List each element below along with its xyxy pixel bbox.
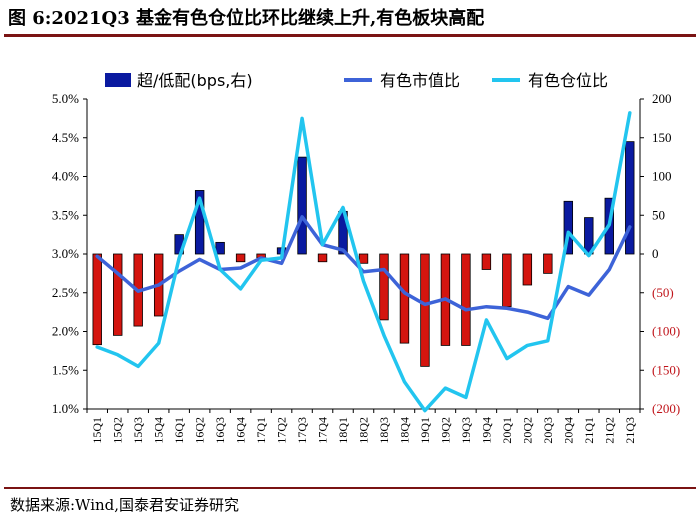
bar: [522, 253, 533, 286]
x-axis-tick-label: 17Q1: [254, 417, 268, 444]
x-axis-tick-label: 21Q3: [623, 417, 637, 444]
x-axis-tick-label: 18Q3: [377, 417, 391, 444]
position-ratio-line: [95, 111, 632, 413]
x-axis-tick-label: 15Q3: [131, 417, 145, 444]
bar: [317, 253, 328, 263]
legend: 超/低配(bps,右) 有色市值比 有色仓位比: [105, 71, 608, 90]
source-note: 数据来源:Wind,国泰君安证券研究: [10, 496, 240, 514]
bars: [92, 141, 635, 367]
right-axis-tick-label: (150): [652, 362, 680, 377]
x-axis-tick-label: 16Q2: [193, 417, 207, 444]
x-axis-tick-label: 17Q2: [275, 417, 289, 444]
left-axis-tick-label: 2.5%: [52, 285, 79, 300]
right-axis-tick-label: 150: [652, 130, 672, 145]
x-axis-tick-label: 18Q2: [357, 417, 371, 444]
right-axis-tick-label: (50): [652, 285, 674, 300]
bar: [563, 200, 574, 255]
x-axis-tick-label: 19Q1: [418, 417, 432, 444]
right-axis-tick-label: 100: [652, 169, 672, 184]
axes: 1.0% 1.5% 2.0% 2.5% 3.0% 3.5% 4.0% 4.5% 5.0% (200…: [52, 91, 680, 444]
chart-title: 图 6:2021Q3 基金有色仓位比环比继续上升,有色板块高配: [8, 8, 485, 29]
x-axis-tick-label: 20Q2: [520, 417, 534, 444]
bar: [235, 253, 246, 263]
x-axis-tick-label: 15Q1: [90, 417, 104, 444]
source-rule: [4, 487, 696, 489]
bar: [625, 141, 635, 255]
x-axis-tick-label: 17Q3: [295, 417, 309, 444]
left-axis-tick-label: 4.0%: [52, 169, 79, 184]
bar: [358, 253, 369, 264]
left-axis-tick-label: 4.5%: [52, 130, 79, 145]
bar: [92, 253, 102, 346]
left-axis-tick-label: 1.5%: [52, 362, 79, 377]
bar: [543, 253, 553, 274]
x-axis-tick-label: 18Q4: [397, 417, 411, 444]
x-axis-tick-label: 19Q2: [438, 417, 452, 444]
right-axis-tick-label: (100): [652, 324, 680, 339]
x-axis-tick-label: 19Q4: [479, 417, 493, 444]
left-axis-tick-label: 2.0%: [52, 324, 79, 339]
legend-position-label: 有色仓位比: [528, 71, 608, 90]
legend-bar-label: 超/低配(bps,右): [137, 71, 253, 90]
bar: [481, 253, 492, 270]
bar: [461, 253, 471, 346]
left-axis-tick-label: 3.5%: [52, 207, 79, 222]
bar: [215, 241, 225, 255]
x-axis-tick-label: 17Q4: [316, 417, 330, 444]
legend-bar-swatch: [105, 73, 131, 87]
bar: [194, 190, 205, 255]
x-axis-tick-label: 19Q3: [459, 417, 473, 444]
bar: [297, 156, 307, 255]
x-axis-tick-label: 21Q2: [602, 417, 616, 444]
right-axis-tick-label: 50: [652, 207, 665, 222]
bar: [420, 253, 430, 367]
x-axis-tick-label: 15Q4: [152, 417, 166, 444]
legend-market-label: 有色市值比: [380, 71, 460, 90]
lines: [95, 111, 632, 413]
bar: [379, 253, 389, 321]
x-axis-tick-label: 18Q1: [336, 417, 350, 444]
x-axis-tick-label: 16Q3: [213, 417, 227, 444]
x-axis-tick-label: 16Q1: [172, 417, 186, 444]
title-rule: [4, 34, 696, 37]
left-axis-tick-label: 3.0%: [52, 246, 79, 261]
x-axis-tick-label: 20Q4: [561, 417, 575, 444]
x-axis-tick-label: 20Q1: [500, 417, 514, 444]
bar: [113, 253, 123, 336]
left-axis-tick-label: 5.0%: [52, 91, 79, 106]
bar: [502, 253, 512, 308]
right-axis-tick-label: (200): [652, 401, 680, 416]
right-axis-tick-label: 0: [652, 246, 659, 261]
x-axis-tick-label: 15Q2: [111, 417, 125, 444]
x-axis-tick-label: 16Q4: [234, 417, 248, 444]
x-axis-tick-label: 21Q1: [582, 417, 596, 444]
left-axis-tick-label: 1.0%: [52, 401, 79, 416]
bar: [399, 253, 410, 344]
x-axis-tick-label: 20Q3: [541, 417, 555, 444]
right-axis-tick-label: 200: [652, 91, 672, 106]
market-ratio-line: [95, 215, 632, 321]
